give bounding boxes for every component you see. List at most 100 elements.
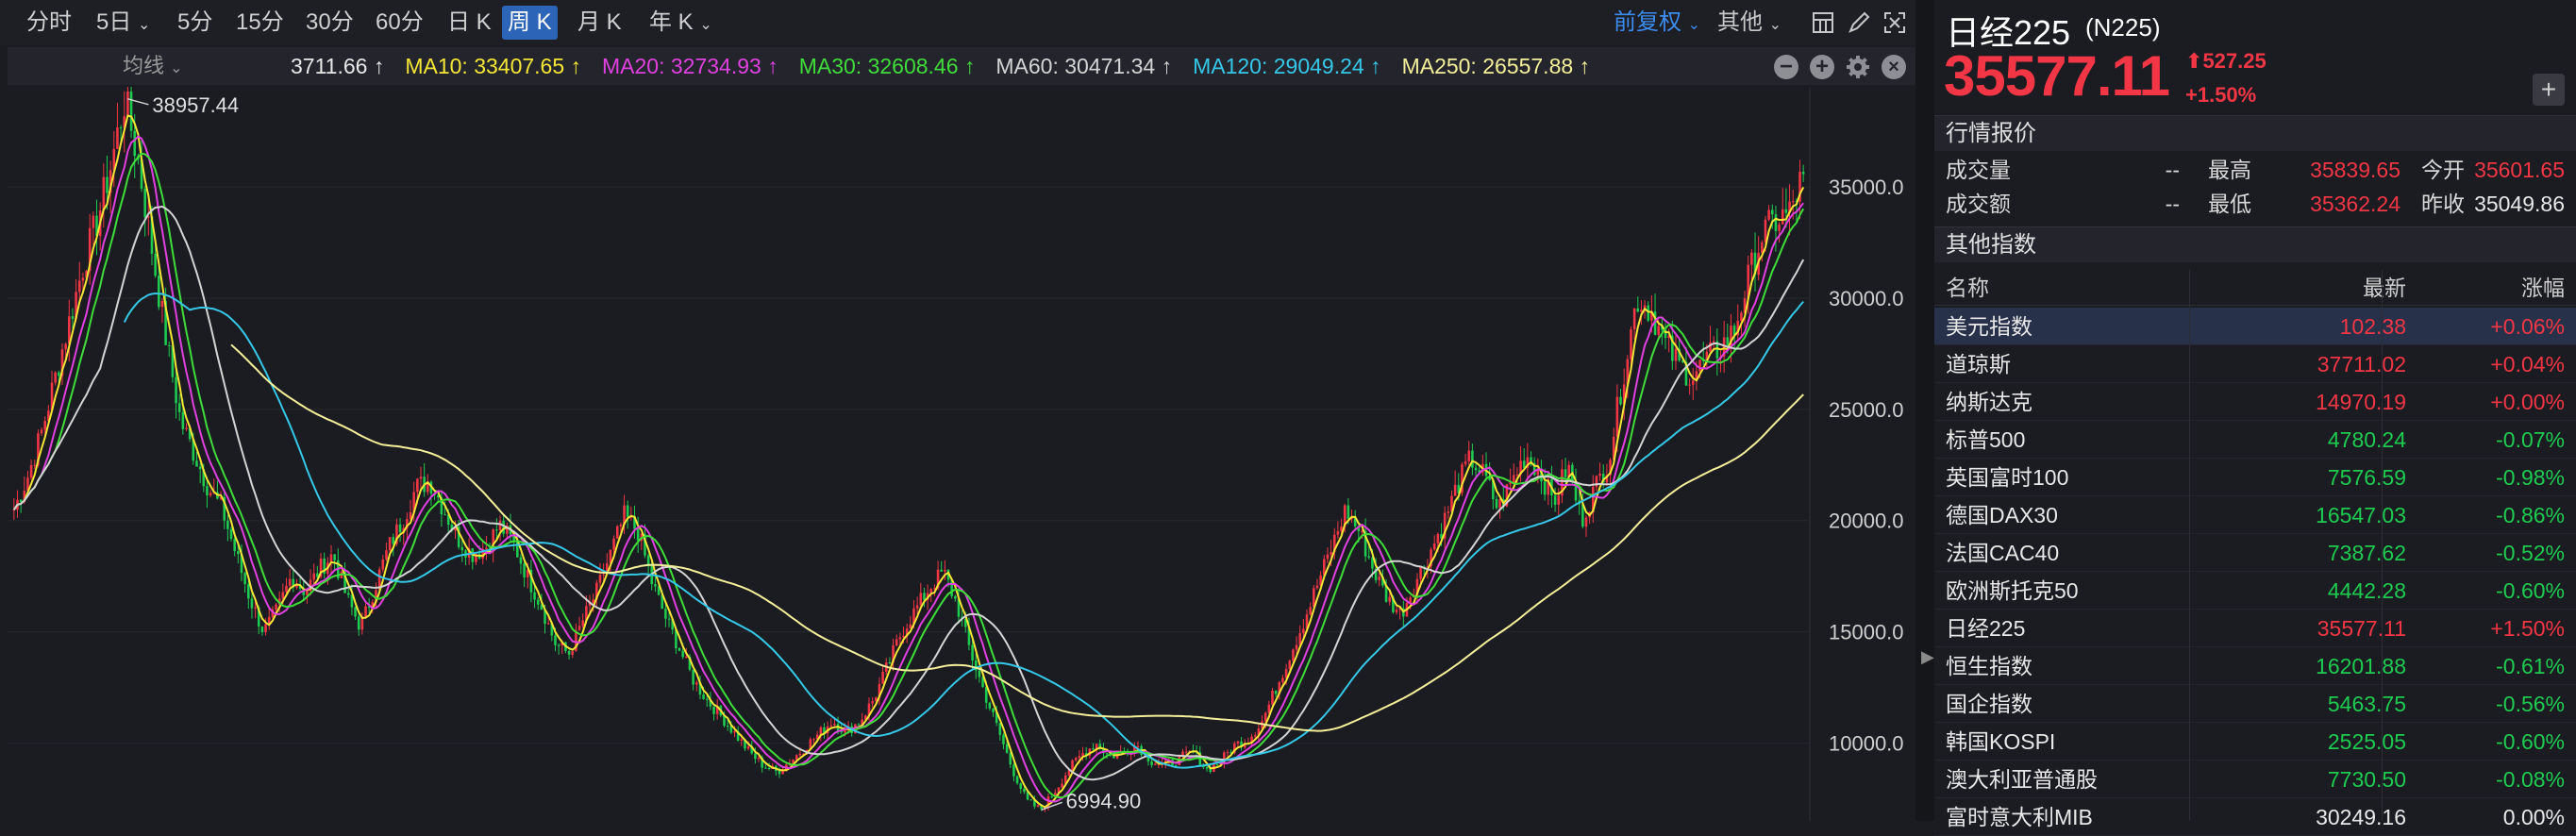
index-row-name: 道琼斯 (1946, 352, 2011, 376)
tab-30min[interactable]: 30分 (306, 9, 354, 35)
candle-body (1067, 770, 1071, 776)
candle-body (475, 554, 477, 562)
table-row[interactable]: 英国富时100 7576.59 -0.98% (1934, 459, 2576, 496)
kline-chart-area[interactable]: 35000.0 30000.0 25000.0 20000.0 15000.0 10000… (8, 87, 1915, 821)
candle-body (1443, 512, 1447, 539)
candle-body (1678, 348, 1681, 361)
table-row[interactable]: 恒生指数 16201.88 -0.61% (1934, 647, 2576, 685)
tab-daily-k[interactable]: 日 K (447, 9, 492, 35)
adjust-dropdown[interactable]: 前复权 ⌄ (1614, 6, 1700, 40)
table-row[interactable]: 澳大利亚普通股 7730.50 -0.08% (1934, 761, 2576, 798)
candle-body (285, 585, 288, 593)
table-row[interactable]: 日经225 35577.11 +1.50% (1934, 610, 2576, 647)
tab-5min[interactable]: 5分 (177, 9, 213, 35)
candle-body (323, 558, 326, 574)
candle-body (460, 546, 464, 551)
candle-body (1564, 469, 1567, 477)
table-row[interactable]: 韩国KOSPI 2525.05 -0.60% (1934, 723, 2576, 761)
candle-body (1409, 597, 1412, 603)
candle-body (1153, 763, 1157, 765)
index-row-last: 30249.16 (2316, 805, 2406, 829)
candle-body (764, 767, 767, 769)
candle-body (1313, 588, 1315, 608)
candle-body (1715, 341, 1719, 359)
table-row[interactable]: 欧洲斯托克50 4442.28 -0.60% (1934, 572, 2576, 610)
candle-body (1691, 380, 1695, 385)
candle-body (1384, 585, 1388, 602)
candle-body (288, 578, 292, 586)
candle-body (815, 734, 819, 740)
minus-icon[interactable]: − (1774, 55, 1798, 79)
candle-body (1440, 533, 1443, 539)
kline-chart[interactable]: 35000.0 30000.0 25000.0 20000.0 15000.0 10000… (8, 87, 1915, 821)
table-row[interactable]: 德国DAX30 16547.03 -0.86% (1934, 496, 2576, 534)
candle-body (1326, 554, 1330, 560)
draw-icon[interactable] (1846, 9, 1872, 36)
table-row[interactable]: 美元指数 102.38 +0.06% (1934, 308, 2576, 345)
candle-body (229, 528, 233, 540)
other-dropdown[interactable]: 其他 ⌄ (1717, 6, 1781, 40)
table-row[interactable]: 法国CAC40 7387.62 -0.52% (1934, 534, 2576, 572)
index-row-last: 2525.05 (2327, 729, 2406, 754)
pane-divider[interactable] (1915, 0, 1934, 821)
candle-body (37, 433, 40, 465)
candle-body (1205, 767, 1209, 769)
candle-body (664, 609, 667, 619)
candle-body (1074, 758, 1078, 761)
candle-body (116, 127, 119, 149)
candle-body (761, 758, 763, 768)
candle-body (633, 516, 636, 529)
candle-body (1305, 614, 1309, 629)
up-arrow-icon: ⬆ (2185, 49, 2203, 73)
candle-body (295, 585, 298, 588)
plus-icon[interactable]: + (1810, 55, 1834, 79)
gear-icon[interactable] (1846, 55, 1870, 79)
candle-body (354, 607, 357, 617)
collapse-arrow-icon[interactable]: ▶ (1921, 647, 1934, 666)
candle-body (1381, 577, 1384, 586)
table-row[interactable]: 国企指数 5463.75 -0.56% (1934, 685, 2576, 723)
tab-intraday[interactable]: 分时 (26, 9, 72, 35)
stat-value: 35601.65 (2474, 158, 2565, 182)
tab-yearly-k[interactable]: 年 K ⌄ (644, 6, 718, 40)
table-row[interactable]: 纳斯达克 14970.19 +0.00% (1934, 383, 2576, 421)
candle-body (1281, 677, 1284, 683)
layout-icon[interactable] (1810, 9, 1836, 36)
candle-body (829, 725, 833, 727)
candle-body (1036, 805, 1040, 807)
ma-type-dropdown[interactable]: 均线 ⌄ (123, 47, 183, 85)
candle-body (1098, 744, 1102, 749)
candle-body (1509, 482, 1512, 485)
index-change-value: 527.25 (2202, 49, 2267, 73)
candle-body (1740, 312, 1743, 322)
candle-body (95, 215, 98, 237)
tab-weekly-k[interactable]: 周 K (502, 6, 558, 40)
close-icon[interactable]: × (1882, 55, 1906, 79)
ma-value-0: 3711.66 ↑ (291, 54, 385, 78)
fullscreen-icon[interactable] (1882, 9, 1908, 36)
candle-body (757, 758, 761, 760)
index-row-pct: +0.04% (2490, 352, 2565, 376)
candle-body (88, 227, 92, 272)
tab-monthly-k[interactable]: 月 K (577, 9, 622, 35)
table-row[interactable]: 道琼斯 37711.02 +0.04% (1934, 345, 2576, 383)
candle-body (1267, 704, 1271, 713)
stat-label: 成交量 (1946, 158, 2011, 182)
candle-body (1084, 753, 1088, 756)
tab-60min[interactable]: 60分 (376, 9, 424, 35)
candle-body (1519, 460, 1522, 475)
candle-body (1478, 470, 1480, 473)
tab-5day[interactable]: 5日 ⌄ (91, 6, 156, 40)
table-row[interactable]: 富时意大利MIB 30249.16 0.00% (1934, 798, 2576, 836)
ma-line-ma60 (12, 205, 1805, 781)
period-toolbar: 分时 5日 ⌄ 5分 15分 30分 60分 日 K 周 K 月 K 年 K ⌄… (0, 0, 1915, 45)
candle-body (23, 491, 26, 502)
tab-15min[interactable]: 15分 (236, 9, 284, 35)
add-watchlist-button[interactable]: + (2533, 74, 2565, 106)
candle-body (243, 573, 246, 585)
candle-body (688, 657, 692, 670)
candle-body (536, 599, 540, 605)
index-row-pct: -0.86% (2496, 503, 2565, 527)
table-row[interactable]: 标普500 4780.24 -0.07% (1934, 421, 2576, 459)
y-tick-label: 30000.0 (1829, 287, 1904, 310)
